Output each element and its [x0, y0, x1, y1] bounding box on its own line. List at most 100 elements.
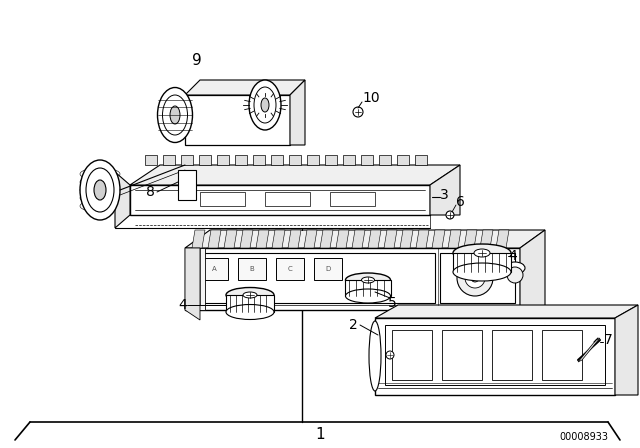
Ellipse shape [505, 262, 525, 274]
Bar [492, 330, 532, 380]
Polygon shape [185, 248, 200, 320]
Polygon shape [224, 230, 237, 248]
Ellipse shape [163, 95, 188, 135]
Polygon shape [448, 230, 461, 248]
Polygon shape [578, 338, 600, 362]
Polygon shape [415, 155, 427, 165]
Text: 6: 6 [456, 195, 465, 209]
Polygon shape [416, 230, 429, 248]
Text: 7: 7 [604, 333, 612, 347]
Ellipse shape [226, 288, 274, 302]
Polygon shape [253, 155, 265, 165]
Polygon shape [145, 155, 157, 165]
Polygon shape [289, 155, 301, 165]
Polygon shape [272, 230, 285, 248]
Polygon shape [345, 280, 391, 296]
Ellipse shape [369, 321, 381, 391]
Polygon shape [352, 230, 365, 248]
Ellipse shape [226, 305, 274, 319]
Circle shape [465, 268, 485, 288]
Ellipse shape [346, 289, 390, 303]
Text: B: B [250, 266, 254, 272]
Polygon shape [615, 305, 638, 395]
Bar [195, 253, 435, 303]
Text: 1: 1 [315, 426, 325, 441]
Polygon shape [290, 80, 305, 145]
Bar [276, 258, 304, 280]
Polygon shape [288, 230, 301, 248]
Text: 4: 4 [178, 298, 187, 312]
Ellipse shape [94, 180, 106, 200]
Bar [440, 253, 515, 303]
Ellipse shape [453, 263, 511, 281]
Polygon shape [368, 230, 381, 248]
Text: D: D [325, 266, 331, 272]
Polygon shape [217, 155, 229, 165]
Polygon shape [199, 155, 211, 165]
Polygon shape [375, 318, 615, 395]
Ellipse shape [453, 244, 511, 262]
Text: 4: 4 [508, 249, 516, 263]
Polygon shape [185, 248, 205, 310]
Bar [314, 258, 342, 280]
Text: 10: 10 [362, 91, 380, 105]
Ellipse shape [362, 277, 374, 283]
Polygon shape [185, 95, 290, 145]
Polygon shape [185, 230, 545, 248]
Polygon shape [115, 172, 130, 228]
Text: A: A [212, 266, 216, 272]
Polygon shape [235, 155, 247, 165]
Ellipse shape [254, 87, 276, 123]
Text: 5: 5 [388, 296, 397, 310]
Polygon shape [464, 230, 477, 248]
Bar [238, 258, 266, 280]
Circle shape [446, 211, 454, 219]
Polygon shape [400, 230, 413, 248]
Ellipse shape [346, 273, 390, 287]
Circle shape [353, 107, 363, 117]
Bar [200, 258, 228, 280]
Polygon shape [384, 230, 397, 248]
Text: 8: 8 [146, 185, 155, 199]
Polygon shape [307, 155, 319, 165]
Polygon shape [397, 155, 409, 165]
Polygon shape [256, 230, 269, 248]
Text: 3: 3 [440, 188, 449, 202]
Polygon shape [240, 230, 253, 248]
Polygon shape [304, 230, 317, 248]
Polygon shape [130, 185, 430, 215]
Bar [330, 192, 375, 206]
Bar [442, 330, 482, 380]
Polygon shape [181, 155, 193, 165]
Polygon shape [430, 165, 460, 215]
Polygon shape [192, 230, 205, 248]
Ellipse shape [80, 160, 120, 220]
Polygon shape [375, 305, 638, 318]
Ellipse shape [261, 98, 269, 112]
Polygon shape [379, 155, 391, 165]
Polygon shape [496, 230, 509, 248]
Polygon shape [163, 155, 175, 165]
Text: C: C [287, 266, 292, 272]
Ellipse shape [243, 292, 257, 298]
Polygon shape [185, 248, 520, 310]
Circle shape [471, 274, 479, 282]
Polygon shape [432, 230, 445, 248]
Bar [385, 325, 605, 385]
Polygon shape [271, 155, 283, 165]
Circle shape [507, 267, 523, 283]
Circle shape [457, 260, 493, 296]
Bar [200, 192, 245, 206]
Ellipse shape [474, 249, 490, 257]
Polygon shape [453, 253, 511, 272]
Ellipse shape [249, 80, 281, 130]
Bar [542, 330, 582, 380]
Ellipse shape [170, 106, 180, 124]
Bar [392, 330, 432, 380]
Ellipse shape [86, 168, 114, 212]
Polygon shape [361, 155, 373, 165]
Polygon shape [520, 230, 545, 310]
Ellipse shape [157, 87, 193, 142]
Polygon shape [226, 295, 274, 312]
Polygon shape [336, 230, 349, 248]
